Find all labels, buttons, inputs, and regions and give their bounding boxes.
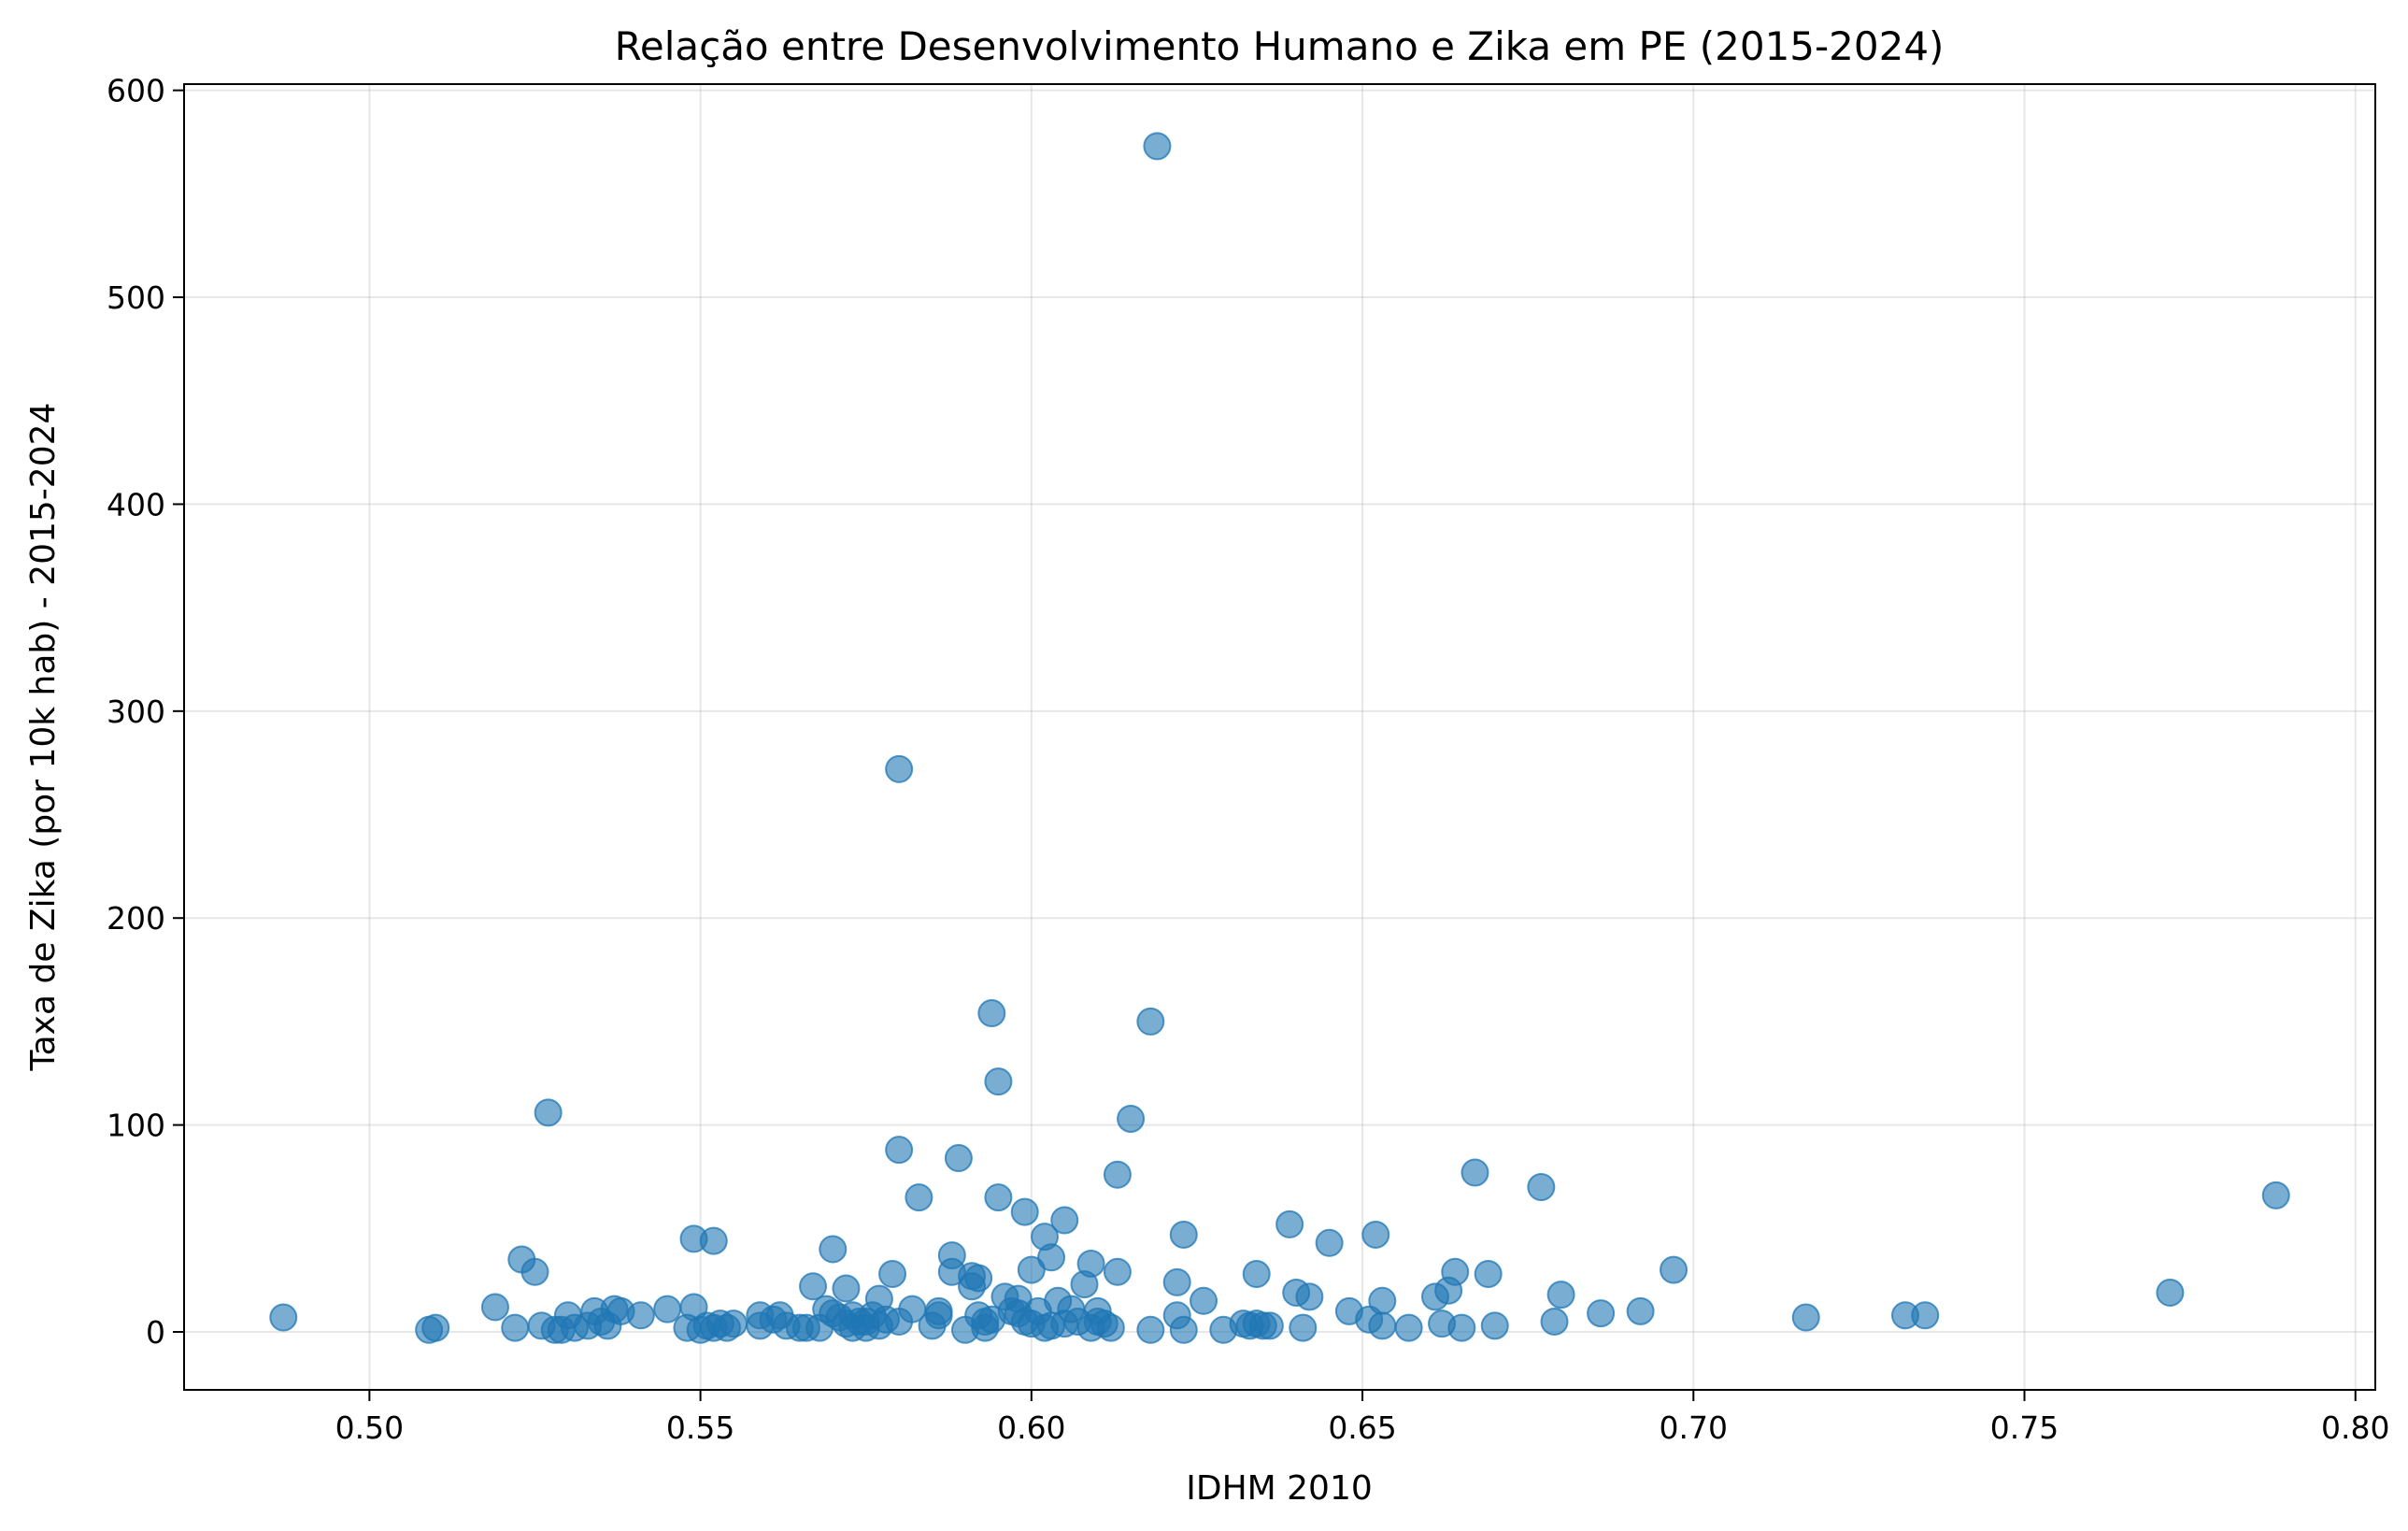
data-point: [1136, 1315, 1165, 1344]
data-point: [1136, 1007, 1165, 1036]
y-tick-label: 200: [107, 900, 165, 937]
data-point: [269, 1303, 298, 1332]
data-point: [1660, 1255, 1688, 1284]
data-point: [480, 1293, 509, 1322]
data-point: [885, 1136, 914, 1165]
data-point: [984, 1067, 1013, 1096]
data-point: [1587, 1299, 1616, 1328]
data-point: [1190, 1286, 1218, 1315]
data-point: [1103, 1257, 1132, 1286]
x-tick-label: 0.50: [335, 1409, 404, 1446]
data-point: [1275, 1209, 1304, 1238]
data-point: [1143, 132, 1172, 161]
data-point: [1474, 1260, 1503, 1289]
data-point: [1368, 1311, 1397, 1340]
data-point: [1394, 1313, 1423, 1342]
data-point: [924, 1301, 953, 1330]
data-point: [626, 1301, 655, 1330]
data-point: [1460, 1158, 1489, 1187]
x-tick-label: 0.55: [666, 1409, 734, 1446]
data-point: [1441, 1257, 1470, 1286]
data-point: [2261, 1180, 2290, 1209]
y-axis-label: Taxa de Zika (por 10k hab) - 2015-2024: [24, 403, 63, 1072]
data-point: [944, 1144, 973, 1173]
data-point: [964, 1264, 993, 1293]
data-point: [1289, 1313, 1318, 1342]
data-point: [1242, 1260, 1271, 1289]
y-tick-label: 600: [107, 73, 165, 109]
y-tick-label: 500: [107, 279, 165, 316]
x-axis-label: IDHM 2010: [1186, 1469, 1373, 1508]
y-tick-label: 300: [107, 694, 165, 730]
data-point: [421, 1313, 450, 1342]
data-point: [1315, 1228, 1344, 1257]
data-point: [984, 1183, 1013, 1212]
data-point: [1540, 1307, 1569, 1336]
data-point: [520, 1257, 549, 1286]
data-point: [1447, 1313, 1476, 1342]
data-point: [1050, 1206, 1079, 1235]
x-tick-label: 0.60: [997, 1409, 1065, 1446]
data-point: [1117, 1104, 1146, 1133]
data-point: [1010, 1197, 1039, 1226]
data-point: [1791, 1303, 1820, 1332]
y-tick-label: 100: [107, 1108, 165, 1144]
data-point: [1295, 1282, 1324, 1311]
data-point: [699, 1226, 728, 1255]
data-point: [1017, 1255, 1046, 1284]
data-point: [977, 999, 1006, 1028]
data-point: [1626, 1296, 1655, 1325]
x-tick-label: 0.75: [1990, 1409, 2059, 1446]
data-point: [1037, 1243, 1066, 1272]
data-point: [1255, 1311, 1284, 1340]
data-point: [1162, 1267, 1191, 1296]
data-point: [832, 1274, 861, 1303]
data-point: [905, 1183, 933, 1212]
data-point: [653, 1295, 682, 1324]
data-point: [1076, 1249, 1105, 1278]
data-point: [2156, 1278, 2185, 1307]
y-axis-ticks: 0 100 200 300 400 500 600: [107, 73, 184, 1351]
data-points: [269, 132, 2290, 1344]
data-point: [1911, 1301, 1940, 1330]
plot-frame: [183, 83, 2376, 1391]
x-tick-label: 0.65: [1328, 1409, 1396, 1446]
data-point: [1527, 1173, 1556, 1202]
data-point: [1103, 1160, 1132, 1189]
data-point: [1361, 1220, 1390, 1249]
data-point: [1096, 1313, 1125, 1342]
x-tick-label: 0.70: [1660, 1409, 1728, 1446]
y-tick-label: 0: [146, 1314, 165, 1351]
chart-title: Relação entre Desenvolvimento Humano e Z…: [615, 23, 1945, 69]
x-tick-label: 0.80: [2321, 1409, 2389, 1446]
data-point: [1480, 1311, 1509, 1340]
data-point: [1546, 1281, 1575, 1309]
x-axis-ticks: 0.50 0.55 0.60 0.65 0.70 0.75 0.80: [335, 1390, 2389, 1446]
data-point: [878, 1260, 907, 1289]
data-point: [501, 1313, 530, 1342]
data-point: [1368, 1286, 1397, 1315]
data-point: [885, 754, 914, 783]
y-tick-label: 400: [107, 486, 165, 522]
data-point: [1169, 1315, 1198, 1344]
data-point: [799, 1272, 828, 1301]
data-point: [720, 1309, 748, 1338]
data-point: [819, 1235, 848, 1264]
data-point: [1169, 1220, 1198, 1249]
data-point: [534, 1098, 563, 1127]
